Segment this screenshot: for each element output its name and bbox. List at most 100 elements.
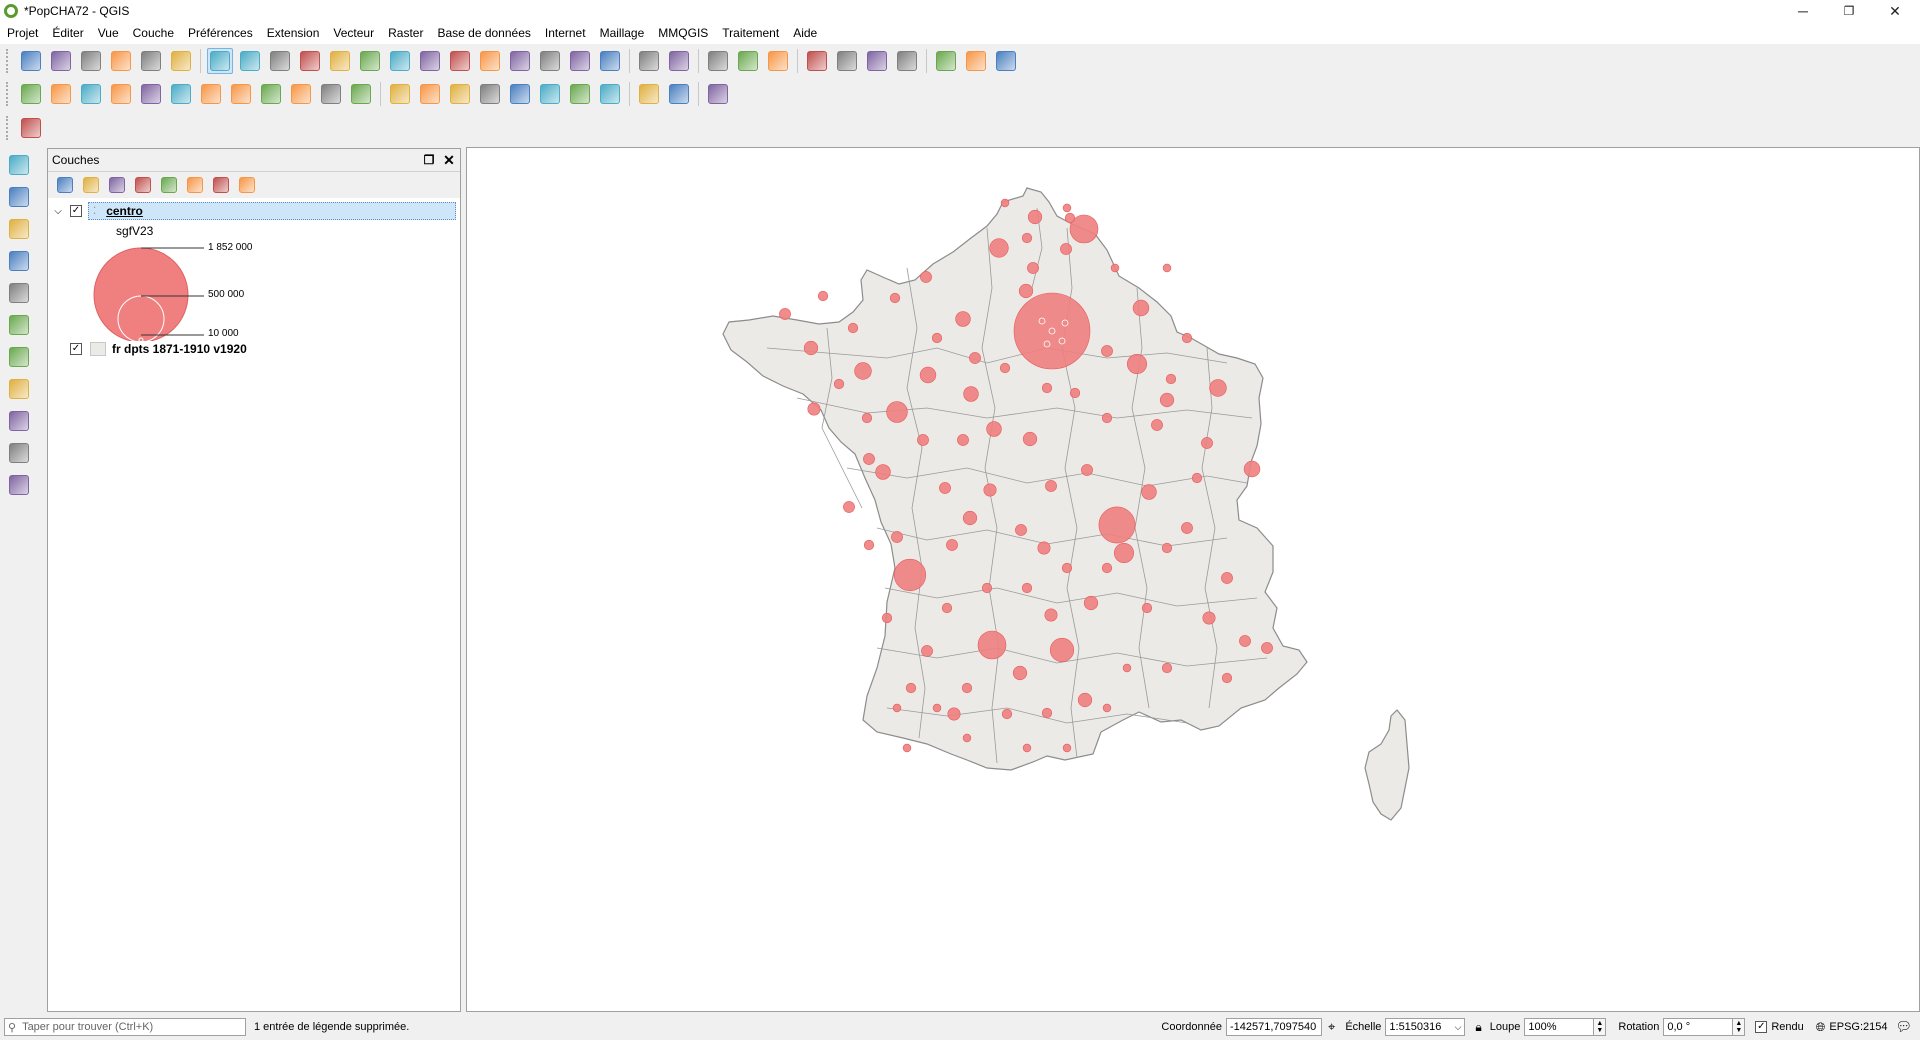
vertex-tool-button[interactable] bbox=[138, 81, 164, 107]
add-delimited-text-button[interactable] bbox=[6, 248, 32, 274]
save-project-button[interactable] bbox=[78, 48, 104, 74]
zoom-out-button[interactable] bbox=[297, 48, 323, 74]
qgis-cloud-button[interactable] bbox=[636, 81, 662, 107]
label-toolbar-button[interactable] bbox=[387, 81, 413, 107]
menu-maillage[interactable]: Maillage bbox=[599, 26, 645, 40]
locator-search-input[interactable]: ⚲ Taper pour trouver (Ctrl+K) bbox=[4, 1018, 246, 1036]
highlight-pinned-labels-button[interactable] bbox=[447, 81, 473, 107]
add-group-button[interactable] bbox=[80, 174, 102, 196]
zoom-to-layer-button[interactable] bbox=[417, 48, 443, 74]
undo-button[interactable] bbox=[318, 81, 344, 107]
menu-raster[interactable]: Raster bbox=[388, 26, 424, 40]
identify-button[interactable] bbox=[636, 48, 662, 74]
menu-vecteur[interactable]: Vecteur bbox=[333, 26, 375, 40]
paste-features-button[interactable] bbox=[288, 81, 314, 107]
new-print-layout-button[interactable] bbox=[108, 48, 134, 74]
rotation-field[interactable]: 0,0 ° bbox=[1663, 1018, 1734, 1036]
lock-scale-icon[interactable]: 🔒︎ bbox=[1475, 1019, 1482, 1034]
cut-features-button[interactable] bbox=[228, 81, 254, 107]
python-console-button[interactable] bbox=[666, 81, 692, 107]
filter-expression-button[interactable] bbox=[158, 174, 180, 196]
layout-manager-button[interactable] bbox=[138, 48, 164, 74]
add-postgis-button[interactable] bbox=[6, 344, 32, 370]
open-project-button[interactable] bbox=[48, 48, 74, 74]
zoom-next-button[interactable] bbox=[477, 48, 503, 74]
coordinate-field[interactable]: -142571,7097540 bbox=[1225, 1018, 1322, 1036]
menu-traitement[interactable]: Traitement bbox=[722, 26, 780, 40]
measure-button[interactable] bbox=[933, 48, 959, 74]
expand-arrow-icon[interactable]: ⌵ bbox=[54, 205, 62, 217]
pin-labels-button[interactable] bbox=[477, 81, 503, 107]
show-bookmarks-button[interactable] bbox=[567, 48, 593, 74]
zoom-full-button[interactable] bbox=[357, 48, 383, 74]
run-action-button[interactable] bbox=[666, 48, 692, 74]
style-manager-button[interactable] bbox=[168, 48, 194, 74]
selected-layer-highlight[interactable]: ⁚ centro bbox=[88, 202, 456, 220]
zoom-native-button[interactable] bbox=[327, 48, 353, 74]
style-layer-button[interactable] bbox=[54, 174, 76, 196]
rotation-spinner[interactable]: ▲ ▼ bbox=[1733, 1018, 1746, 1036]
modify-attributes-button[interactable] bbox=[168, 81, 194, 107]
menu-mmqgis[interactable]: MMQGIS bbox=[658, 26, 709, 40]
zoom-last-button[interactable] bbox=[447, 48, 473, 74]
field-calculator-button[interactable] bbox=[834, 48, 860, 74]
menu-projet[interactable]: Projet bbox=[7, 26, 39, 40]
remove-layer-button[interactable] bbox=[236, 174, 258, 196]
add-mesh-layer-button[interactable] bbox=[6, 216, 32, 242]
select-by-value-button[interactable] bbox=[735, 48, 761, 74]
copy-features-button[interactable] bbox=[258, 81, 284, 107]
menu-couche[interactable]: Couche bbox=[132, 26, 174, 40]
select-features-button[interactable] bbox=[705, 48, 731, 74]
rotate-label-button[interactable] bbox=[567, 81, 593, 107]
delete-selected-button[interactable] bbox=[198, 81, 224, 107]
text-annotation-button[interactable] bbox=[993, 48, 1019, 74]
processing-toolbox-button[interactable] bbox=[864, 48, 890, 74]
mouse-coord-toggle-icon[interactable]: ⌖ bbox=[1327, 1019, 1336, 1034]
statistics-button[interactable] bbox=[894, 48, 920, 74]
map-svg[interactable] bbox=[467, 148, 1920, 1012]
layer-visibility-checkbox[interactable]: ✓ bbox=[70, 205, 82, 217]
add-wcs-button[interactable] bbox=[6, 440, 32, 466]
add-raster-layer-button[interactable] bbox=[6, 184, 32, 210]
render-checkbox[interactable]: ✓ bbox=[1755, 1021, 1768, 1033]
magnifier-field[interactable]: 100% bbox=[1524, 1018, 1595, 1036]
show-hide-labels-button[interactable] bbox=[507, 81, 533, 107]
new-bookmark-button[interactable] bbox=[537, 48, 563, 74]
menu-vue[interactable]: Vue bbox=[97, 26, 119, 40]
change-label-button[interactable] bbox=[597, 81, 623, 107]
magnifier-spinner[interactable]: ▲ ▼ bbox=[1594, 1018, 1607, 1036]
crs-button[interactable]: EPSG:2154 bbox=[1829, 1021, 1888, 1033]
toolbar-grip[interactable] bbox=[6, 82, 12, 106]
close-panel-icon[interactable]: ✕ bbox=[443, 151, 455, 168]
redo-button[interactable] bbox=[348, 81, 374, 107]
close-button[interactable]: ✕ bbox=[1889, 2, 1901, 19]
move-label-button[interactable] bbox=[537, 81, 563, 107]
undock-icon[interactable]: ❐ bbox=[423, 153, 435, 167]
menu-preferences[interactable]: Préférences bbox=[188, 26, 253, 40]
toolbar-grip[interactable] bbox=[6, 116, 12, 140]
add-geopackage-button[interactable] bbox=[6, 280, 32, 306]
menu-editer[interactable]: Éditer bbox=[52, 26, 84, 40]
map-tips-button[interactable] bbox=[963, 48, 989, 74]
expand-all-button[interactable] bbox=[184, 174, 206, 196]
refresh-button[interactable] bbox=[597, 48, 623, 74]
map-canvas[interactable] bbox=[466, 147, 1920, 1012]
zoom-to-selection-button[interactable] bbox=[387, 48, 413, 74]
save-edits-button[interactable] bbox=[78, 81, 104, 107]
deselect-button[interactable] bbox=[765, 48, 791, 74]
zoom-in-button[interactable] bbox=[267, 48, 293, 74]
new-project-button[interactable] bbox=[18, 48, 44, 74]
add-virtual-layer-button[interactable] bbox=[6, 472, 32, 498]
new-map-view-button[interactable] bbox=[507, 48, 533, 74]
diagram-toolbar-button[interactable] bbox=[417, 81, 443, 107]
pan-to-selection-button[interactable] bbox=[237, 48, 263, 74]
current-edits-button[interactable] bbox=[18, 81, 44, 107]
maximize-button[interactable]: ❐ bbox=[1843, 4, 1855, 18]
toggle-editing-button[interactable] bbox=[48, 81, 74, 107]
minimize-button[interactable]: ─ bbox=[1798, 3, 1808, 19]
layer-row-departements[interactable]: ✓ fr dpts 1871-1910 v1920 bbox=[70, 339, 247, 359]
layer-row-centro[interactable]: ⌵ ✓ ⁚ centro bbox=[50, 201, 458, 221]
filter-legend-button[interactable] bbox=[132, 174, 154, 196]
messages-icon[interactable]: 💬︎ bbox=[1895, 1019, 1912, 1034]
menu-extension[interactable]: Extension bbox=[266, 26, 320, 40]
